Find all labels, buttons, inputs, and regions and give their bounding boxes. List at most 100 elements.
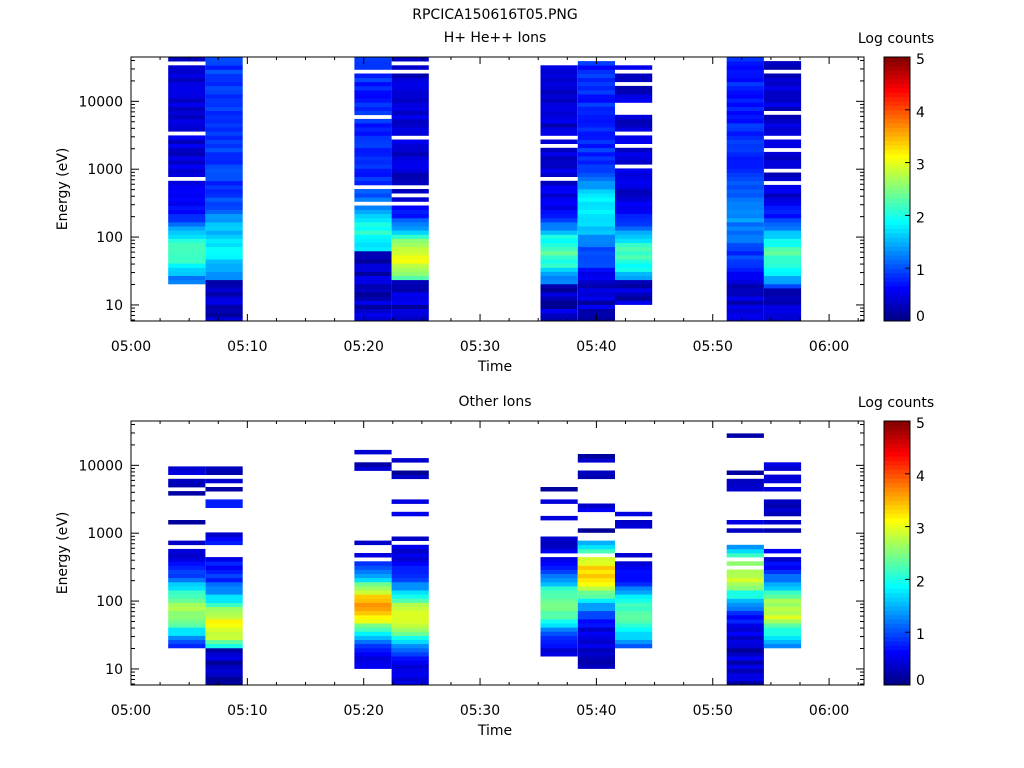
spectrogram-cell xyxy=(391,139,429,144)
x-tick-label: 05:00 xyxy=(111,703,151,719)
spectrogram-cell xyxy=(726,197,764,202)
colorbar-swatch xyxy=(884,272,910,278)
spectrogram-cell xyxy=(726,433,764,438)
spectrogram-cell xyxy=(763,156,802,161)
spectrogram-cell xyxy=(354,226,392,231)
spectrogram-cell xyxy=(168,98,206,103)
colorbar-swatch xyxy=(884,429,910,435)
spectrogram-cell xyxy=(391,81,429,87)
spectrogram-cell xyxy=(168,197,206,202)
spectrogram-cell xyxy=(615,172,653,177)
spectrogram-cell xyxy=(577,656,615,661)
spectrogram-cell xyxy=(205,503,243,508)
x-tick-label: 05:40 xyxy=(576,339,616,355)
spectrogram-cell xyxy=(726,65,764,70)
spectrogram-cell xyxy=(354,238,392,243)
colorbar-swatch xyxy=(884,610,910,616)
colorbar-swatch xyxy=(884,570,910,576)
spectrogram-cell xyxy=(763,631,802,636)
colorbar-swatch xyxy=(884,233,910,238)
spectrogram-cell xyxy=(354,279,392,285)
spectrogram-cell xyxy=(540,487,578,492)
spectrogram-cell xyxy=(168,193,206,198)
spectrogram-cell xyxy=(168,259,206,264)
spectrogram-cell xyxy=(354,577,392,583)
colorbar-swatch xyxy=(884,65,910,71)
spectrogram-cell xyxy=(205,668,243,673)
spectrogram-cell xyxy=(577,143,615,149)
spectrogram-cell xyxy=(577,168,615,173)
x-tick-label: 05:20 xyxy=(344,703,384,719)
spectrogram-cell xyxy=(205,300,243,305)
spectrogram-cell xyxy=(577,573,615,579)
spectrogram-cell xyxy=(391,73,429,78)
spectrogram-cell xyxy=(726,176,764,182)
spectrogram-cell xyxy=(391,300,429,305)
spectrogram-cell xyxy=(763,466,802,471)
colorbar-swatch xyxy=(884,605,910,611)
spectrogram-cell xyxy=(540,127,578,132)
spectrogram-cell xyxy=(391,652,429,657)
spectrogram-cell xyxy=(577,189,615,194)
spectrogram-cell xyxy=(577,176,615,182)
spectrogram-cell xyxy=(540,271,578,276)
spectrogram-cell xyxy=(615,524,653,529)
spectrogram-cell xyxy=(763,573,802,579)
spectrogram-cell xyxy=(391,263,429,268)
x-tick-label: 05:50 xyxy=(693,703,733,719)
spectrogram-cell xyxy=(540,548,578,554)
spectrogram-cell xyxy=(726,288,764,293)
spectrogram-cell xyxy=(205,85,243,91)
spectrogram-cell xyxy=(540,267,578,272)
spectrogram-cell xyxy=(540,292,578,297)
colorbar-swatch xyxy=(884,526,910,532)
colorbar-swatch xyxy=(884,109,910,115)
colorbar-swatch xyxy=(884,531,910,536)
spectrogram-cell xyxy=(391,316,429,322)
spectrogram-cell xyxy=(615,255,653,260)
colorbar-swatch xyxy=(884,74,910,80)
spectrogram-cell xyxy=(615,160,653,165)
spectrogram-cell xyxy=(763,102,802,107)
colorbar-swatch xyxy=(884,509,910,514)
spectrogram-cell xyxy=(577,102,615,107)
spectrogram-column xyxy=(763,462,802,649)
spectrogram-cell xyxy=(577,222,615,227)
spectrogram-cell xyxy=(205,271,243,276)
spectrogram-cell xyxy=(615,573,653,579)
spectrogram-cell xyxy=(391,110,429,116)
spectrogram-cell xyxy=(354,619,392,624)
spectrogram-cell xyxy=(726,656,764,661)
colorbar-swatch xyxy=(884,149,910,155)
spectrogram-cell xyxy=(726,639,764,645)
colorbar-swatch xyxy=(884,583,910,589)
spectrogram-cell xyxy=(205,164,243,169)
spectrogram-cell xyxy=(615,250,653,256)
spectrogram-cell xyxy=(168,65,206,70)
spectrogram-cell xyxy=(540,643,578,649)
spectrogram-cell xyxy=(577,73,615,78)
spectrogram-cell xyxy=(615,90,653,95)
spectrogram-cell xyxy=(763,462,802,467)
spectrogram-column xyxy=(615,511,653,649)
spectrogram-cell xyxy=(205,598,243,603)
spectrogram-cell xyxy=(577,131,615,136)
colorbar-swatch xyxy=(884,206,910,212)
spectrogram-cell xyxy=(168,553,206,558)
spectrogram-cell xyxy=(168,234,206,239)
figure-title: RPCICA150616T05.PNG xyxy=(412,7,577,23)
spectrogram-column xyxy=(577,61,615,322)
spectrogram-cell xyxy=(763,73,802,78)
spectrogram-cell xyxy=(168,627,206,632)
colorbar-swatch xyxy=(884,316,910,322)
colorbar-swatch xyxy=(884,202,910,208)
spectrogram-cell xyxy=(577,139,615,144)
spectrogram-cell xyxy=(391,610,429,616)
spectrogram-cell xyxy=(615,189,653,194)
spectrogram-column xyxy=(391,57,429,322)
colorbar-swatch xyxy=(884,294,910,300)
spectrogram-cell xyxy=(726,90,764,95)
spectrogram-cell xyxy=(763,271,802,276)
spectrogram-cell xyxy=(354,594,392,599)
spectrogram-cell xyxy=(577,110,615,116)
